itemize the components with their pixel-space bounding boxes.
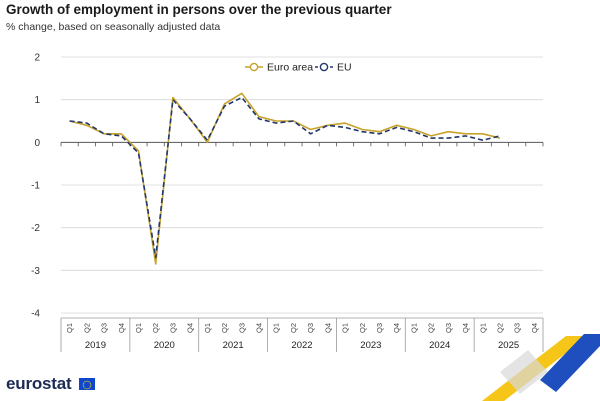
year-tick-label: 2022 bbox=[291, 340, 312, 351]
series-layer bbox=[69, 92, 501, 265]
quarter-tick-label: Q4 bbox=[461, 323, 470, 333]
quarter-tick-label: Q1 bbox=[409, 323, 418, 333]
quarter-tick-label: Q1 bbox=[341, 323, 350, 333]
quarter-tick-label: Q2 bbox=[151, 323, 160, 333]
year-tick-label: 2019 bbox=[85, 340, 106, 351]
y-tick-label: 1 bbox=[34, 95, 40, 106]
eurostat-logo: eurostat bbox=[6, 374, 72, 393]
quarter-tick-label: Q2 bbox=[495, 323, 504, 333]
year-tick-label: 2023 bbox=[360, 340, 381, 351]
legend-item-eu[interactable]: EU bbox=[315, 62, 352, 74]
quarter-tick-label: Q1 bbox=[203, 323, 212, 333]
quarter-tick-label: Q4 bbox=[323, 323, 332, 333]
quarter-tick-label: Q4 bbox=[117, 323, 126, 333]
y-tick-label: 0 bbox=[34, 138, 40, 149]
quarter-tick-label: Q2 bbox=[289, 323, 298, 333]
quarter-tick-label: Q1 bbox=[478, 323, 487, 333]
quarter-tick-label: Q1 bbox=[272, 323, 281, 333]
y-tick-label: -1 bbox=[31, 181, 40, 192]
quarter-tick-label: Q2 bbox=[427, 323, 436, 333]
quarter-tick-label: Q4 bbox=[392, 323, 401, 333]
chart-subtitle: % change, based on seasonally adjusted d… bbox=[6, 21, 221, 33]
legend[interactable]: Euro area EU bbox=[245, 62, 352, 74]
quarter-tick-label: Q3 bbox=[513, 323, 522, 333]
eu-flag-icon bbox=[79, 378, 95, 390]
quarter-tick-label: Q2 bbox=[82, 323, 91, 333]
quarter-tick-label: Q2 bbox=[220, 323, 229, 333]
quarter-tick-label: Q3 bbox=[100, 323, 109, 333]
y-tick-label: -4 bbox=[31, 309, 40, 320]
y-tick-label: -2 bbox=[31, 223, 40, 234]
series-line-euro-area bbox=[69, 92, 501, 265]
y-tick-label: -3 bbox=[31, 266, 40, 277]
series-line-eu bbox=[69, 96, 501, 259]
year-tick-label: 2025 bbox=[498, 340, 519, 351]
decor-grey-ribbon bbox=[500, 350, 548, 394]
quarter-tick-label: Q1 bbox=[65, 323, 74, 333]
legend-marker bbox=[319, 62, 329, 72]
legend-label: Euro area bbox=[267, 62, 313, 74]
axis-layer: 2 1 0 -1 -2 -3 -4 Q1 Q2 Q3 Q4 Q1 Q2 Q3 Q4 Q1 Q2 Q3 Q4 Q1 Q2 Q… bbox=[31, 53, 544, 352]
decor-blue-ribbon bbox=[540, 334, 600, 392]
quarter-tick-label: Q3 bbox=[306, 323, 315, 333]
year-tick-label: 2021 bbox=[223, 340, 244, 351]
legend-item-euro-area[interactable]: Euro area bbox=[245, 62, 313, 74]
quarter-tick-label: Q4 bbox=[186, 323, 195, 333]
eurostat-decoration bbox=[482, 334, 600, 401]
legend-label: EU bbox=[337, 62, 352, 74]
quarter-tick-label: Q4 bbox=[254, 323, 263, 333]
grid-layer bbox=[61, 56, 543, 314]
quarter-tick-label: Q3 bbox=[237, 323, 246, 333]
quarter-tick-label: Q4 bbox=[530, 323, 539, 333]
quarter-tick-label: Q2 bbox=[358, 323, 367, 333]
quarter-tick-label: Q3 bbox=[168, 323, 177, 333]
y-tick-label: 2 bbox=[34, 53, 40, 64]
year-tick-label: 2020 bbox=[154, 340, 175, 351]
chart-title: Growth of employment in persons over the… bbox=[6, 2, 392, 17]
quarter-tick-label: Q1 bbox=[134, 323, 143, 333]
year-tick-label: 2024 bbox=[429, 340, 450, 351]
legend-marker bbox=[249, 62, 259, 72]
quarter-tick-label: Q3 bbox=[375, 323, 384, 333]
quarter-tick-label: Q3 bbox=[444, 323, 453, 333]
